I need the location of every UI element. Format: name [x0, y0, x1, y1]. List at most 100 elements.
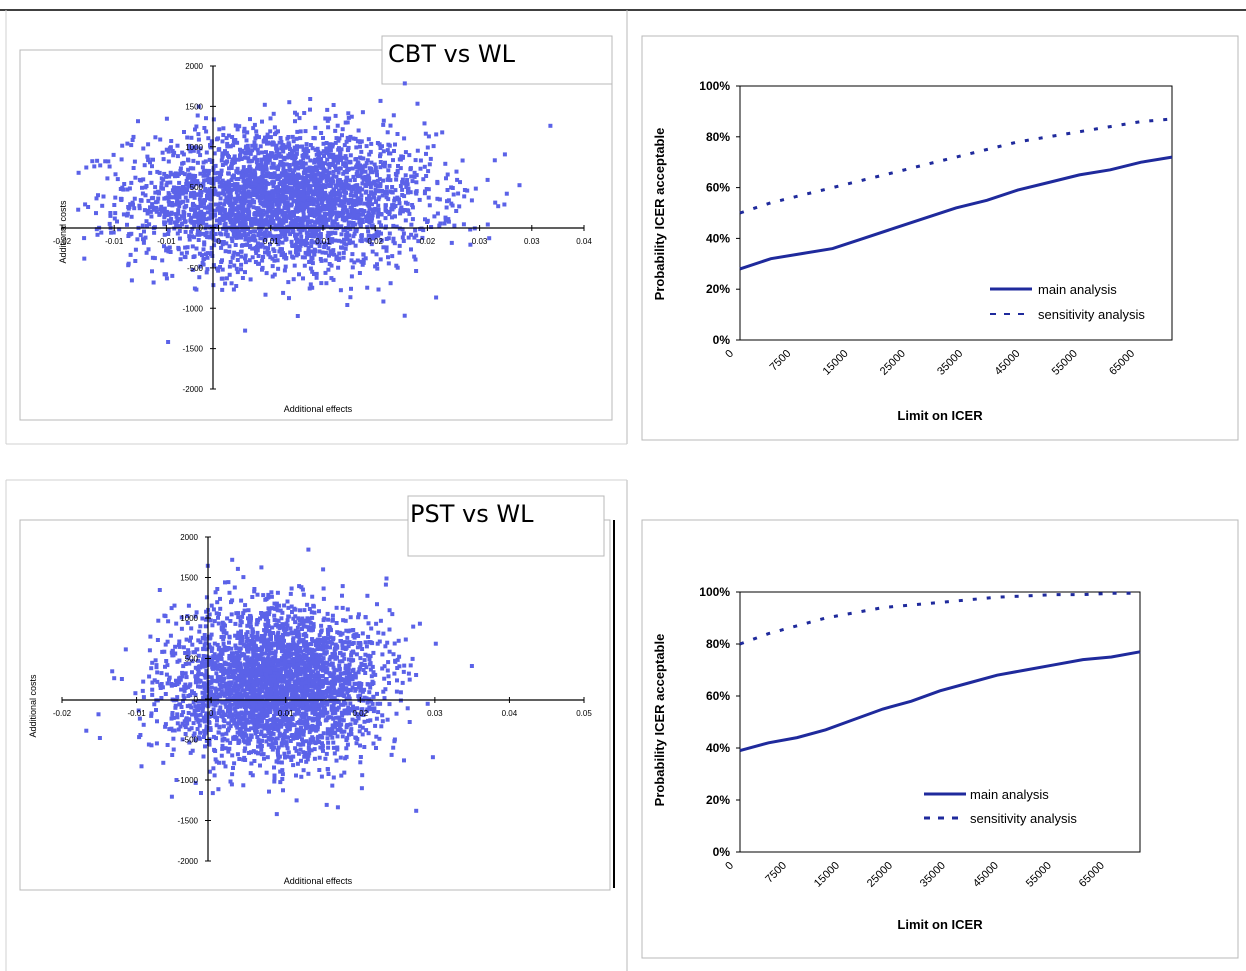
scatter-point-cbt	[421, 177, 426, 182]
scatter-point-pst	[233, 681, 238, 686]
scatter-point-cbt	[398, 211, 403, 216]
scatter-point-cbt	[218, 211, 222, 215]
scatter-point-cbt	[253, 248, 258, 253]
scatter-point-cbt	[394, 173, 399, 178]
scatter-point-cbt	[487, 236, 492, 241]
scatter-point-cbt	[202, 256, 207, 261]
scatter-point-pst	[361, 668, 366, 672]
scatter-point-cbt	[235, 182, 240, 187]
scatter-point-pst	[320, 743, 325, 748]
scatter-point-cbt	[278, 136, 283, 140]
scatter-point-cbt	[338, 148, 343, 153]
scatter-point-pst	[275, 590, 280, 595]
scatter-point-cbt	[381, 299, 386, 304]
scatter-point-pst	[296, 629, 301, 634]
scatter-point-cbt	[336, 160, 340, 165]
scatter-point-cbt	[372, 162, 377, 167]
scatter-point-pst	[185, 704, 190, 709]
scatter-point-cbt	[259, 163, 264, 168]
scatter-point-cbt	[293, 207, 298, 212]
scatter-point-pst	[218, 606, 223, 611]
scatter-point-cbt	[220, 258, 224, 263]
scatter-point-cbt	[363, 256, 368, 261]
scatter-point-cbt	[329, 276, 334, 281]
scatter-point-pst	[300, 627, 304, 631]
scatter-point-cbt	[381, 118, 386, 123]
y-tick-label-cbt: 0	[199, 224, 204, 233]
scatter-point-cbt	[294, 253, 299, 258]
scatter-point-cbt	[295, 144, 299, 149]
scatter-point-cbt	[306, 246, 311, 250]
scatter-point-pst	[349, 732, 354, 737]
scatter-point-pst	[202, 643, 207, 648]
scatter-point-cbt	[408, 190, 413, 195]
y-tick-label-cbt: 0%	[713, 333, 731, 347]
scatter-point-cbt	[182, 211, 187, 216]
scatter-point-pst	[298, 608, 302, 613]
scatter-point-cbt	[318, 257, 323, 261]
scatter-point-pst	[274, 637, 279, 642]
scatter-point-pst	[293, 628, 298, 633]
scatter-point-pst	[141, 679, 146, 684]
scatter-point-cbt	[270, 151, 275, 156]
scatter-point-cbt	[172, 150, 177, 155]
scatter-point-cbt	[327, 152, 332, 157]
scatter-point-pst	[278, 688, 283, 692]
scatter-point-cbt	[292, 263, 297, 268]
scatter-point-cbt	[210, 208, 214, 213]
scatter-point-pst	[378, 618, 383, 623]
scatter-point-pst	[320, 694, 325, 698]
scatter-point-cbt	[277, 249, 282, 254]
scatter-point-cbt	[335, 180, 340, 185]
scatter-point-cbt	[297, 116, 302, 121]
scatter-point-cbt	[164, 276, 169, 281]
scatter-point-cbt	[266, 140, 271, 145]
scatter-point-cbt	[310, 269, 315, 274]
scatter-point-cbt	[502, 202, 507, 207]
scatter-point-cbt	[355, 258, 360, 263]
scatter-point-pst	[310, 656, 315, 661]
y-tick-label-cbt: 2000	[185, 62, 203, 71]
scatter-point-cbt	[400, 187, 405, 192]
scatter-point-pst	[327, 715, 332, 720]
scatter-point-cbt	[334, 214, 339, 219]
scatter-point-cbt	[178, 166, 183, 171]
scatter-point-cbt	[279, 188, 284, 192]
scatter-point-cbt	[290, 156, 295, 161]
scatter-point-cbt	[210, 158, 215, 163]
scatter-point-cbt	[220, 267, 225, 272]
scatter-point-cbt	[196, 223, 201, 228]
scatter-point-cbt	[204, 270, 209, 275]
scatter-point-pst	[278, 780, 283, 785]
scatter-point-cbt	[243, 208, 247, 213]
scatter-point-pst	[222, 684, 227, 689]
scatter-point-cbt	[197, 232, 202, 237]
scatter-point-cbt	[193, 211, 197, 216]
scatter-point-cbt	[227, 155, 231, 159]
scatter-point-cbt	[183, 195, 188, 200]
scatter-point-cbt	[111, 230, 116, 235]
scatter-point-cbt	[141, 240, 146, 245]
scatter-point-cbt	[276, 242, 281, 247]
scatter-point-pst	[351, 649, 355, 654]
scatter-point-pst	[353, 720, 358, 725]
scatter-point-cbt	[342, 200, 347, 205]
scatter-point-cbt	[341, 204, 346, 209]
scatter-point-pst	[234, 646, 239, 651]
scatter-point-cbt	[239, 249, 244, 254]
scatter-point-cbt	[205, 190, 210, 195]
scatter-point-cbt	[276, 129, 280, 134]
scatter-point-cbt	[213, 163, 218, 168]
scatter-point-cbt	[302, 226, 307, 231]
scatter-point-cbt	[232, 157, 237, 162]
y-tick-label-cbt: 100%	[699, 79, 730, 93]
scatter-point-pst	[181, 710, 186, 715]
scatter-point-cbt	[166, 199, 171, 204]
scatter-point-cbt	[249, 222, 254, 227]
scatter-point-cbt	[351, 211, 356, 215]
scatter-point-cbt	[446, 219, 451, 224]
scatter-point-cbt	[409, 247, 413, 252]
scatter-point-pst	[376, 630, 381, 635]
scatter-point-cbt	[313, 175, 318, 180]
scatter-point-pst	[353, 688, 358, 693]
